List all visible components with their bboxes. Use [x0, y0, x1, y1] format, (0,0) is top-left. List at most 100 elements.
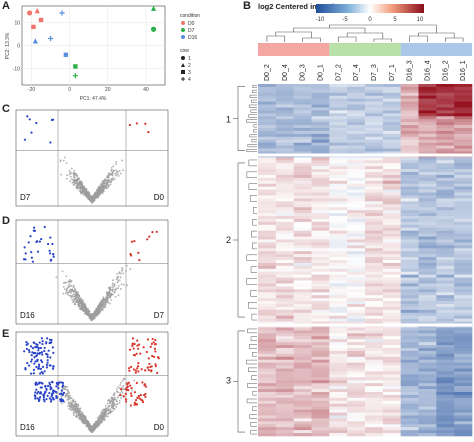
heatmap-cell: [258, 306, 277, 311]
volcano-point-ns: [120, 283, 123, 286]
pca-point: [27, 10, 33, 16]
heatmap-cell: [329, 136, 348, 141]
heatmap-cell: [418, 145, 437, 149]
volcano-point-down: [30, 358, 34, 361]
volcano-point-ns: [68, 398, 71, 400]
heatmap-cell: [400, 139, 419, 143]
heatmap-cell: [382, 192, 401, 196]
heatmap-cell: [436, 336, 455, 340]
group-bar-d7: [329, 43, 401, 56]
heatmap-cell: [347, 125, 366, 129]
row-dendrogram-branch: [249, 195, 257, 202]
heatmap-cell: [275, 383, 294, 387]
heatmap-cell: [418, 362, 437, 366]
heatmap-cell: [418, 380, 437, 384]
heatmap-cell: [329, 298, 348, 302]
heatmap-cell: [311, 433, 330, 437]
heatmap-cell: [400, 421, 419, 425]
heatmap-cell: [454, 362, 473, 366]
heatmap-cell: [436, 289, 455, 293]
heatmap-cell: [311, 327, 330, 331]
heatmap-cell: [382, 163, 401, 167]
heatmap-cell: [311, 174, 330, 179]
volcano-point-ns: [115, 278, 118, 281]
heatmap-cell: [347, 365, 366, 369]
volcano-point-ns: [72, 296, 75, 298]
heatmap-cell: [311, 362, 330, 366]
volcano-point-ns: [78, 300, 80, 303]
heatmap-cell: [400, 433, 419, 437]
heatmap-cell: [400, 377, 419, 381]
heatmap-cell: [454, 283, 473, 287]
heatmap-cell: [311, 415, 330, 419]
heatmap-cell: [347, 227, 366, 231]
heatmap-cell: [400, 116, 419, 120]
heatmap-cell: [293, 98, 312, 102]
volcano-point-ns: [75, 405, 78, 408]
heatmap-cell: [347, 116, 366, 120]
heatmap-cell: [329, 304, 348, 308]
heatmap-cell: [311, 183, 330, 187]
heatmap-cell: [311, 201, 330, 205]
volcano-point-ns: [59, 160, 62, 163]
row-dendrogram-branch: [249, 134, 257, 138]
volcano-point-ns: [101, 187, 103, 190]
volcano-right-label: D0: [154, 423, 165, 432]
heatmap-cell: [382, 125, 401, 129]
heatmap-cell: [347, 169, 366, 173]
heatmap-cell: [454, 251, 473, 255]
volcano-point-up: [134, 369, 138, 372]
volcano-point-ns: [75, 407, 78, 410]
heatmap-cell: [311, 139, 330, 143]
heatmap-cell: [293, 169, 312, 173]
heatmap-cell: [454, 186, 473, 190]
column-dendrogram-branch: [275, 31, 312, 38]
heatmap-cell: [293, 136, 312, 141]
heatmap-cell: [329, 245, 348, 249]
heatmap-cell: [275, 309, 294, 314]
volcano-point-ns: [98, 190, 100, 193]
heatmap-cell: [347, 130, 366, 135]
heatmap-cell: [311, 248, 330, 252]
heatmap-cell: [400, 160, 419, 164]
volcano-point-up: [155, 230, 158, 233]
heatmap-cell: [418, 230, 437, 234]
volcano-point-ns: [65, 162, 68, 164]
volcano-point-down: [49, 356, 52, 359]
volcano-point-ns: [100, 411, 103, 413]
volcano-plot-c: D7 D0: [15, 109, 169, 207]
heatmap-cell: [400, 430, 419, 434]
heatmap-cell: [275, 192, 294, 196]
volcano-point-ns: [101, 192, 104, 195]
volcano-point-ns: [61, 388, 64, 390]
heatmap-cell: [418, 415, 437, 419]
heatmap-cell: [418, 163, 437, 167]
heatmap-cell: [365, 101, 384, 105]
heatmap-cell: [293, 198, 312, 202]
heatmap-cell: [418, 342, 437, 346]
heatmap-cell: [400, 110, 419, 114]
heatmap-cell: [347, 386, 366, 390]
volcano-point-ns: [95, 307, 98, 310]
volcano-point-down: [45, 352, 48, 355]
heatmap-cell: [258, 163, 277, 167]
heatmap-cell: [436, 318, 455, 322]
heatmap-cell: [436, 245, 455, 249]
volcano-point-down: [46, 384, 50, 388]
heatmap-cell: [436, 230, 455, 234]
heatmap-cell: [311, 239, 330, 243]
heatmap-cell: [293, 84, 312, 88]
row-dendrogram-branch: [246, 149, 257, 153]
heatmap-cell: [347, 289, 366, 293]
heatmap-cell: [258, 160, 277, 164]
heatmap-cell: [258, 180, 277, 185]
heatmap-cell: [275, 359, 294, 363]
heatmap-cell: [275, 262, 294, 267]
heatmap-cell: [293, 409, 312, 413]
heatmap-cell: [454, 101, 473, 105]
pca-ytick-label: 0: [17, 44, 20, 50]
heatmap-cell: [365, 318, 384, 322]
heatmap-cell: [347, 392, 366, 396]
heatmap-cell: [454, 397, 473, 402]
volcano-point-down: [37, 365, 41, 368]
